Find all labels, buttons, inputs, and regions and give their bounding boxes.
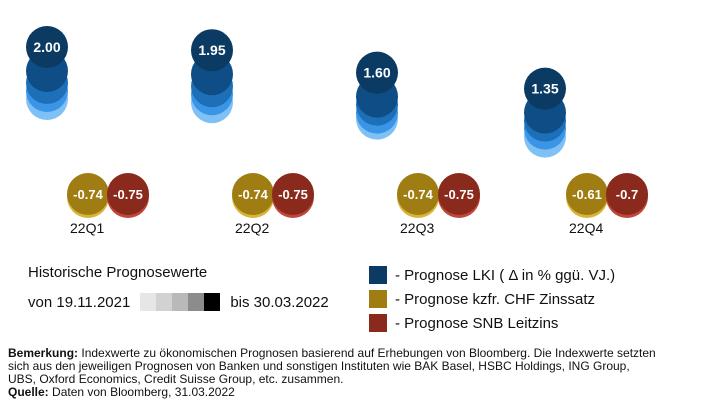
lki-point-22q1 — [26, 26, 68, 68]
grey-scale-swatch-3 — [188, 293, 205, 311]
grey-scale-swatch-2 — [172, 293, 189, 311]
snb-label-22q2: -0.75 — [278, 187, 308, 202]
history-from: von 19.11.2021 — [28, 293, 131, 311]
zins-point-22q2 — [232, 173, 274, 215]
quarter-label-22q1: 22Q1 — [70, 220, 104, 236]
lki-point-22q4 — [524, 67, 566, 110]
source-label: Quelle: — [8, 385, 49, 399]
legend-item-2: - Prognose SNB Leitzins — [369, 313, 615, 333]
zins-point-22q4 — [566, 173, 608, 215]
legend-item-1: - Prognose kzfr. CHF Zinssatz — [369, 289, 615, 309]
lki-point-22q3 — [356, 51, 398, 94]
legend-label-2: - Prognose SNB Leitzins — [395, 314, 559, 332]
legend-label-0: - Prognose LKI ( Δ in % ggü. VJ.) — [395, 266, 616, 284]
snb-point-22q1 — [107, 173, 149, 215]
zins-label-22q2: -0.74 — [238, 187, 268, 202]
snb-point-22q3 — [438, 173, 480, 215]
grey-scale-swatch-0 — [140, 293, 157, 311]
quarter-label-22q4: 22Q4 — [569, 220, 603, 236]
legend-swatch-2 — [369, 314, 387, 332]
lki-label-22q4: 1.35 — [531, 81, 558, 97]
snb-label-22q4: -0.7 — [616, 187, 638, 202]
history-title: Historische Prognosewerte — [28, 264, 208, 281]
grey-scale-swatch-4 — [204, 293, 221, 311]
footnote: Bemerkung: Indexwerte zu ökonomischen Pr… — [8, 347, 658, 399]
history-to: bis 30.03.2022 — [230, 293, 329, 311]
lki-label-22q3: 1.60 — [363, 65, 390, 81]
history-range: von 19.11.2021 bis 30.03.2022 — [28, 293, 329, 311]
lki-label-22q2: 1.95 — [198, 42, 225, 58]
remark-label: Bemerkung: — [8, 346, 79, 360]
source-text: Daten von Bloomberg, 31.03.2022 — [52, 385, 235, 399]
forecast-bubble-chart: 2.00 -0.74 -0.75 22Q1 1.95 -0.74 -0.75 22Q2 1.60… — [26, 26, 648, 236]
legend-swatch-1 — [369, 290, 387, 308]
grey-scale-swatch-1 — [156, 293, 173, 311]
quarter-label-22q3: 22Q3 — [400, 220, 434, 236]
zins-point-22q3 — [397, 173, 439, 215]
snb-label-22q1: -0.75 — [113, 187, 143, 202]
legend-label-1: - Prognose kzfr. CHF Zinssatz — [395, 290, 596, 308]
series-legend: - Prognose LKI ( Δ in % ggü. VJ.) - Progn… — [369, 265, 615, 337]
legend-swatch-0 — [369, 266, 387, 284]
snb-point-22q2 — [272, 173, 314, 215]
quarter-label-22q2: 22Q2 — [235, 220, 269, 236]
lki-point-22q2 — [191, 29, 233, 72]
zins-label-22q1: -0.74 — [73, 187, 103, 202]
legend-area: Historische Prognosewerte von 19.11.2021… — [22, 263, 682, 343]
legend-item-0: - Prognose LKI ( Δ in % ggü. VJ.) — [369, 265, 615, 285]
snb-label-22q3: -0.75 — [444, 187, 474, 202]
history-grey-scale — [140, 293, 221, 311]
snb-point-22q4 — [606, 173, 648, 215]
remark-text: Indexwerte zu ökonomischen Prognosen bas… — [8, 346, 656, 386]
zins-point-22q1 — [67, 173, 109, 215]
zins-label-22q3: -0.74 — [403, 187, 433, 202]
zins-label-22q4: -0.61 — [572, 187, 602, 202]
lki-label-22q1: 2.00 — [33, 39, 60, 55]
